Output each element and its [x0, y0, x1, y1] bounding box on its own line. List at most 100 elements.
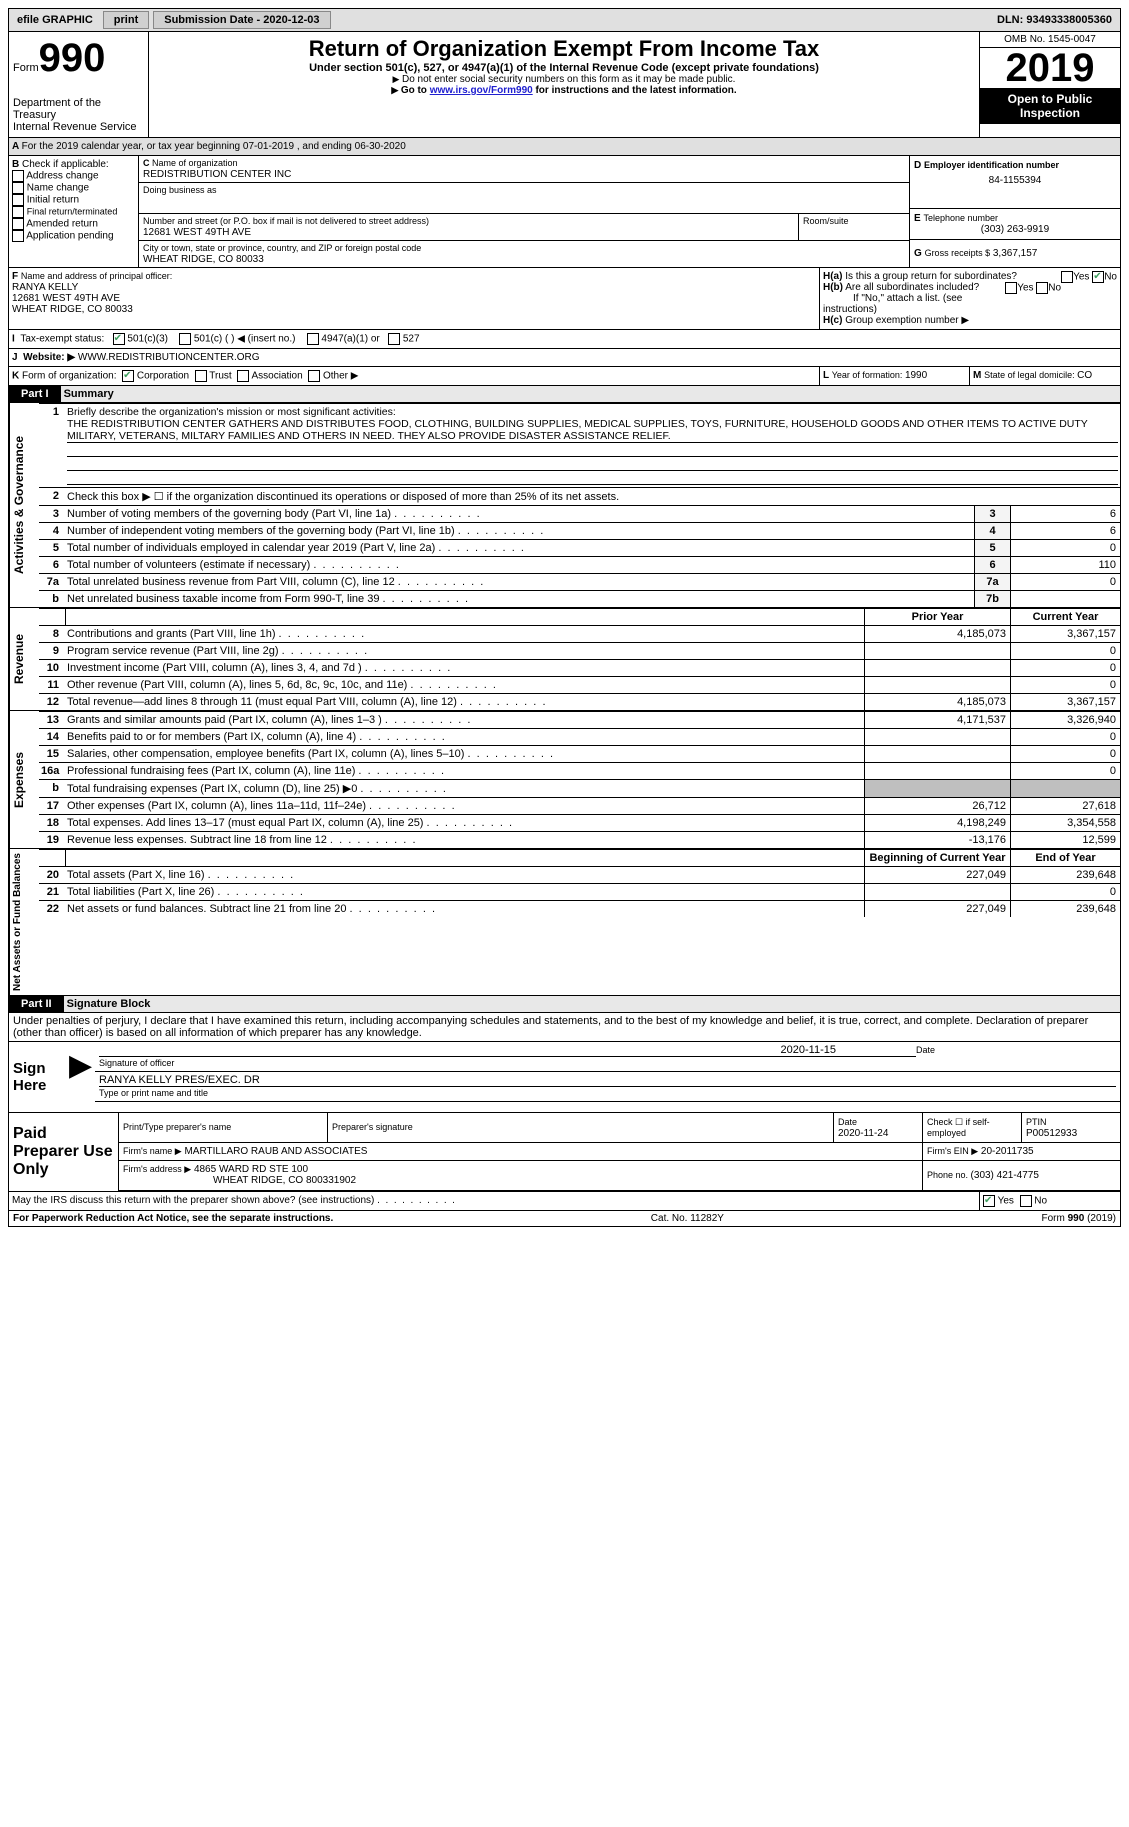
501c3-check[interactable]: [113, 333, 125, 345]
line-prior: -13,176: [864, 832, 1010, 848]
line-prior: 4,198,249: [864, 815, 1010, 831]
part2-label: Part II: [9, 996, 64, 1012]
print-button[interactable]: print: [103, 11, 149, 29]
pending-lbl: Application pending: [26, 231, 113, 242]
line-prior: [864, 746, 1010, 762]
prep-date-val: 2020-11-24: [838, 1128, 888, 1139]
line-text: Salaries, other compensation, employee b…: [65, 746, 864, 762]
form-subtitle: Under section 501(c), 527, or 4947(a)(1)…: [153, 62, 975, 74]
line-prior: [864, 780, 1010, 797]
expenses-section: Expenses 13 Grants and similar amounts p…: [8, 711, 1121, 849]
line-current: 0: [1010, 884, 1120, 900]
527-check[interactable]: [388, 333, 400, 345]
line-text: Professional fundraising fees (Part IX, …: [65, 763, 864, 779]
hb-q: Are all subordinates included?: [845, 282, 979, 293]
b-label: Check if applicable:: [22, 159, 109, 170]
officer-addr1: 12681 WEST 49TH AVE: [12, 293, 120, 304]
part1-label: Part I: [9, 386, 61, 402]
prep-name-lbl: Print/Type preparer's name: [123, 1122, 231, 1132]
na-vlabel: Net Assets or Fund Balances: [9, 849, 39, 995]
line-current: 239,648: [1010, 901, 1120, 917]
discuss-no[interactable]: [1020, 1195, 1032, 1207]
form-header: Form990 Department of the Treasury Inter…: [8, 32, 1121, 138]
net-assets-section: Net Assets or Fund Balances Beginning of…: [8, 849, 1121, 996]
footer: For Paperwork Reduction Act Notice, see …: [8, 1211, 1121, 1227]
k-lbl: Form of organization:: [22, 371, 117, 382]
line-current: 12,599: [1010, 832, 1120, 848]
hb-no[interactable]: [1036, 282, 1048, 294]
line-text: Net assets or fund balances. Subtract li…: [65, 901, 864, 917]
line-text: Other expenses (Part IX, column (A), lin…: [65, 798, 864, 814]
activities-governance-section: Activities & Governance 1 Briefly descri…: [8, 403, 1121, 608]
officer-name: RANYA KELLY: [12, 282, 78, 293]
addr-change-check[interactable]: [12, 170, 24, 182]
line-text: Program service revenue (Part VIII, line…: [65, 643, 864, 659]
line-text: Total expenses. Add lines 13–17 (must eq…: [65, 815, 864, 831]
assoc-check[interactable]: [237, 370, 249, 382]
corp-check[interactable]: [122, 370, 134, 382]
ha-no[interactable]: [1092, 271, 1104, 283]
pending-check[interactable]: [12, 230, 24, 242]
line-prior: [864, 677, 1010, 693]
line-num: 20: [39, 867, 65, 883]
mission-text: THE REDISTRIBUTION CENTER GATHERS AND DI…: [67, 418, 1118, 443]
line-prior: [864, 729, 1010, 745]
officer-name-title: RANYA KELLY PRES/EXEC. DR: [99, 1074, 1116, 1087]
hb-yes[interactable]: [1005, 282, 1017, 294]
line-current: 3,367,157: [1010, 626, 1120, 642]
submission-date: Submission Date - 2020-12-03: [153, 11, 330, 29]
l-lbl: Year of formation:: [832, 370, 905, 380]
sign-arrow-icon: ▶: [69, 1042, 95, 1112]
col-eoy: End of Year: [1010, 850, 1120, 866]
efile-label: efile GRAPHIC: [11, 12, 99, 28]
room-lbl: Room/suite: [803, 216, 849, 226]
website: WWW.REDISTRIBUTIONCENTER.ORG: [78, 352, 260, 363]
org-name: REDISTRIBUTION CENTER INC: [143, 169, 291, 180]
org-info-block: B Check if applicable: Address change Na…: [8, 156, 1121, 268]
line-prior: 4,185,073: [864, 626, 1010, 642]
c-name-lbl: Name of organization: [152, 158, 238, 168]
prep-lbl: Paid Preparer Use Only: [9, 1113, 119, 1191]
note-ssn: Do not enter social security numbers on …: [153, 74, 975, 85]
501c-check[interactable]: [179, 333, 191, 345]
line-num: 14: [39, 729, 65, 745]
line-num: 18: [39, 815, 65, 831]
gross-value: 3,367,157: [993, 248, 1038, 259]
public-inspection: Open to Public Inspection: [980, 88, 1120, 124]
line-prior: [864, 660, 1010, 676]
irs-label: Internal Revenue Service: [13, 121, 144, 133]
other-check[interactable]: [308, 370, 320, 382]
ag-vlabel: Activities & Governance: [9, 403, 39, 607]
firm-lbl: Firm's name ▶: [123, 1146, 182, 1156]
trust-check[interactable]: [195, 370, 207, 382]
footer-left: For Paperwork Reduction Act Notice, see …: [13, 1213, 333, 1224]
line-num: b: [39, 780, 65, 797]
4947-check[interactable]: [307, 333, 319, 345]
j-lbl: Website: ▶: [23, 352, 75, 363]
addr-change-lbl: Address change: [26, 171, 98, 182]
form-word: Form: [13, 62, 39, 74]
irs-link[interactable]: www.irs.gov/Form990: [430, 85, 533, 96]
final-return-check[interactable]: [12, 206, 24, 218]
ha-yes[interactable]: [1061, 271, 1073, 283]
line-num: 15: [39, 746, 65, 762]
col-current: Current Year: [1010, 609, 1120, 625]
line-text: Contributions and grants (Part VIII, lin…: [65, 626, 864, 642]
m-lbl: State of legal domicile:: [984, 370, 1077, 380]
amended-check[interactable]: [12, 218, 24, 230]
line-num: 10: [39, 660, 65, 676]
form-number: 990: [39, 36, 106, 80]
name-change-check[interactable]: [12, 182, 24, 194]
paid-preparer-block: Paid Preparer Use Only Print/Type prepar…: [8, 1113, 1121, 1192]
final-lbl: Final return/terminated: [27, 207, 118, 217]
sigdate-lbl: Date: [916, 1045, 935, 1055]
initial-return-check[interactable]: [12, 194, 24, 206]
dba-lbl: Doing business as: [143, 185, 217, 195]
phone-lbl: Telephone number: [923, 213, 998, 223]
line-num: 16a: [39, 763, 65, 779]
discuss-yes[interactable]: [983, 1195, 995, 1207]
line-num: 8: [39, 626, 65, 642]
footer-right: Form 990 (2019): [1042, 1213, 1116, 1224]
line-text: Other revenue (Part VIII, column (A), li…: [65, 677, 864, 693]
line-current: [1010, 780, 1120, 797]
